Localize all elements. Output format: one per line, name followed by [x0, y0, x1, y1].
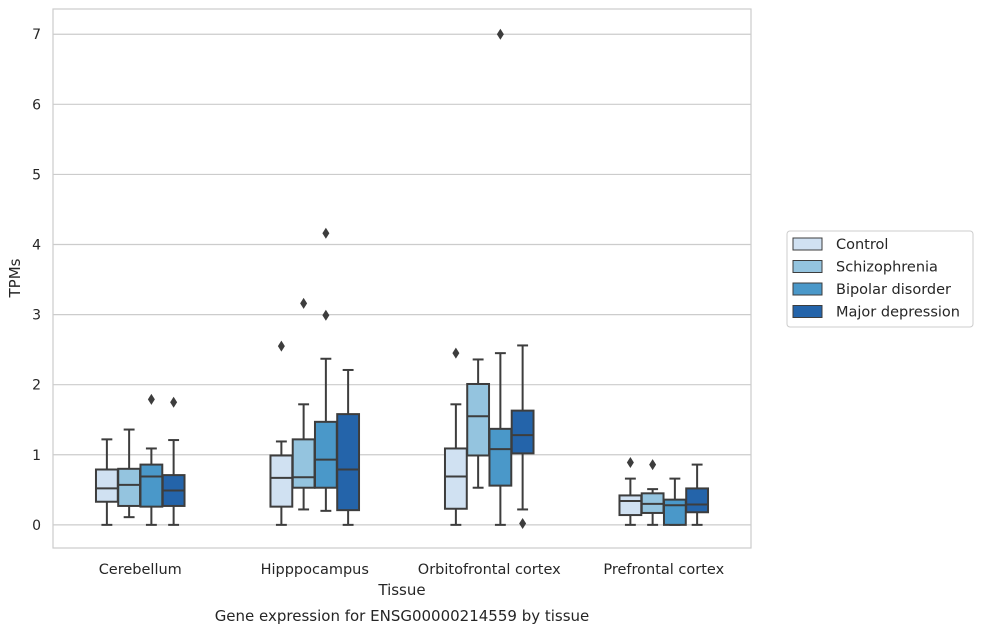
box-iqr: [139, 463, 164, 508]
box-iqr: [94, 468, 119, 503]
x-axis-ticks: Cerebellum Hipppocampus Orbitofrontal cort…: [99, 562, 725, 578]
box-iqr: [618, 494, 643, 517]
x-axis-label: Tissue: [377, 581, 425, 599]
box-iqr: [336, 413, 361, 512]
outlier-point: [626, 456, 634, 468]
x-tick-label: Cerebellum: [99, 562, 182, 578]
box-iqr: [685, 487, 710, 514]
x-tick-label: Orbitofrontal cortex: [418, 562, 561, 578]
box-iqr: [488, 427, 513, 487]
box-1-1: [291, 297, 316, 511]
box-3-1: [640, 459, 665, 526]
box-2-0: [443, 347, 468, 526]
box-1-3: [336, 368, 361, 526]
figure-caption: Gene expression for ENSG00000214559 by t…: [215, 607, 590, 625]
legend-label: Control: [836, 237, 888, 253]
box-0-2: [139, 393, 164, 526]
outlier-point: [452, 347, 460, 359]
outlier-point: [519, 517, 527, 529]
outlier-point: [496, 28, 504, 40]
box-3-2: [662, 477, 687, 526]
box-1-0: [269, 340, 294, 526]
box-0-0: [94, 438, 119, 526]
outlier-point: [300, 297, 308, 309]
legend-label: Major depression: [836, 305, 960, 321]
outlier-point: [322, 309, 330, 321]
box-3-3: [685, 463, 710, 526]
legend-swatch: [792, 260, 823, 273]
y-tick-label: 0: [32, 518, 41, 534]
box-1-2: [313, 227, 338, 512]
y-tick-label: 2: [32, 378, 41, 394]
y-tick-label: 6: [32, 97, 41, 113]
outlier-point: [147, 393, 155, 405]
y-tick-label: 5: [32, 167, 41, 183]
box-0-1: [117, 428, 142, 519]
outlier-point: [277, 340, 285, 352]
outlier-point: [170, 396, 178, 408]
box-iqr: [313, 420, 338, 489]
box-3-0: [618, 456, 643, 526]
y-axis-ticks: 0 1 2 3 4 5 6 7: [32, 27, 41, 534]
y-axis-label: TPMs: [6, 258, 24, 298]
box-2-3: [510, 344, 535, 529]
legend-swatch: [792, 282, 823, 296]
x-tick-label: Prefrontal cortex: [603, 562, 724, 578]
legend-label: Schizophrenia: [836, 260, 938, 276]
box-iqr: [269, 454, 294, 508]
legend-label: Bipolar disorder: [836, 282, 951, 298]
legend-swatch: [792, 305, 823, 318]
box-iqr: [117, 467, 142, 507]
legend: Control Schizophrenia Bipolar disorder Majo…: [786, 230, 974, 328]
box-iqr: [662, 498, 687, 526]
y-tick-label: 7: [32, 27, 41, 43]
x-tick-label: Hipppocampus: [261, 562, 369, 578]
plot-area-frame: [52, 8, 752, 549]
box-iqr: [510, 409, 535, 455]
box-2-1: [466, 358, 491, 489]
box-iqr: [291, 438, 316, 489]
legend-swatch: [792, 237, 823, 251]
legend-items: Control Schizophrenia Bipolar disorder Majo…: [792, 237, 960, 321]
outlier-point: [649, 459, 657, 471]
legend-frame: [786, 230, 974, 328]
box-iqr: [466, 382, 491, 457]
box-iqr: [443, 447, 468, 510]
box-layer: [94, 28, 710, 529]
box-0-3: [161, 396, 186, 526]
gridlines: [53, 33, 751, 526]
outlier-point: [322, 227, 330, 239]
y-tick-label: 3: [32, 308, 41, 324]
y-tick-label: 1: [32, 448, 41, 464]
box-2-2: [488, 28, 513, 526]
y-tick-label: 4: [32, 238, 41, 254]
